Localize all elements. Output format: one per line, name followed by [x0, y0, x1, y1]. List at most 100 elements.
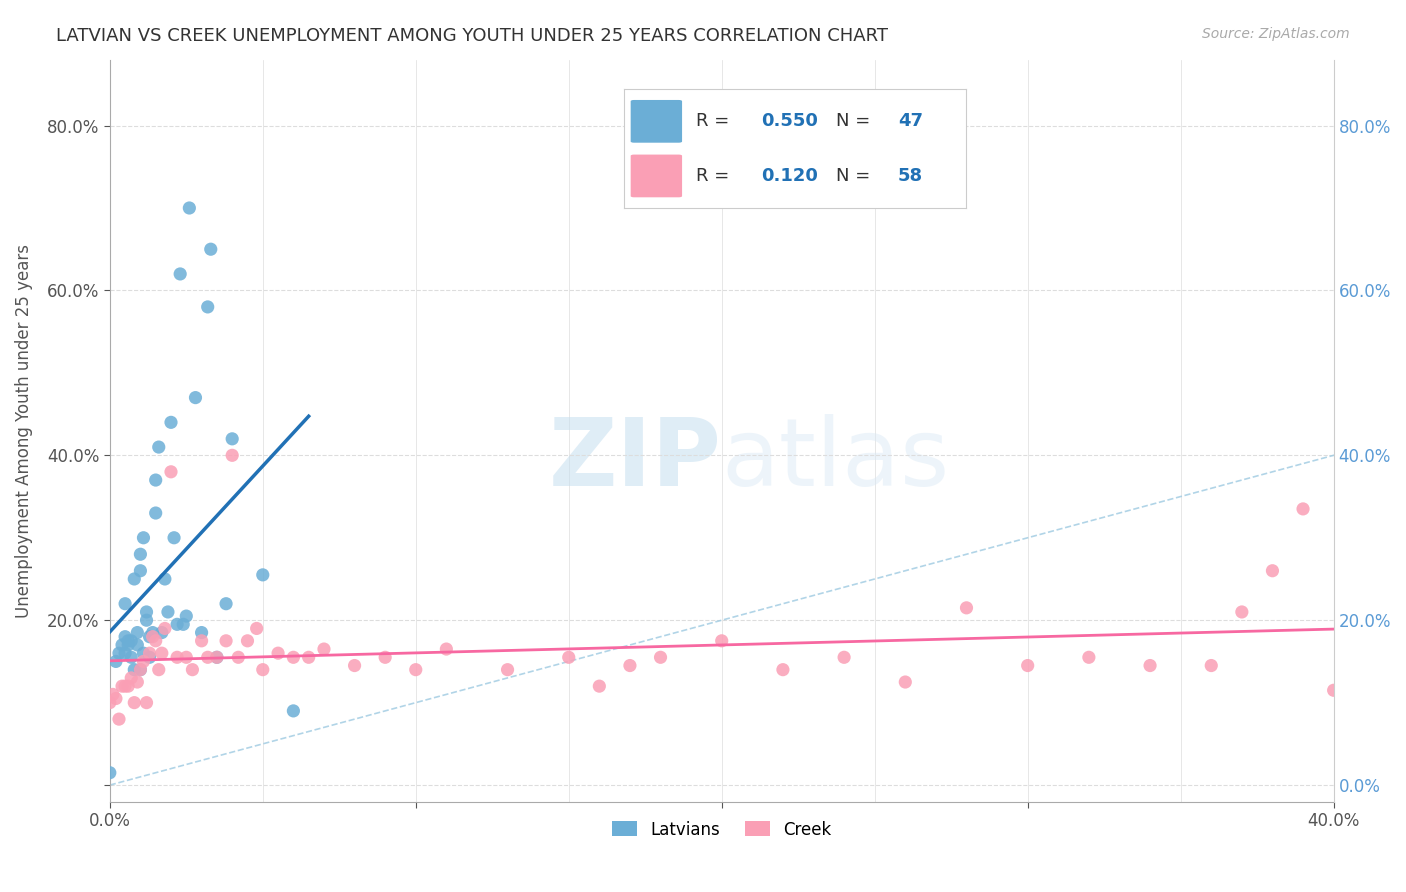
Point [160, 415, 183, 429]
Point [129, 547, 152, 561]
Point [145, 473, 167, 487]
Y-axis label: Unemployment Among Youth under 25 years: Unemployment Among Youth under 25 years [15, 244, 32, 617]
Point [138, 650, 160, 665]
Point [226, 650, 249, 665]
Point [283, 650, 305, 665]
Point [205, 650, 228, 665]
Point [142, 625, 165, 640]
Point [135, 696, 157, 710]
Point [135, 605, 157, 619]
Point [894, 675, 917, 690]
Point [619, 658, 641, 673]
Point [1261, 564, 1284, 578]
Point [111, 638, 134, 652]
Point [197, 300, 219, 314]
Point [104, 691, 127, 706]
Point [117, 638, 139, 652]
Point [312, 642, 335, 657]
Point [145, 506, 167, 520]
Point [496, 663, 519, 677]
Point [98, 765, 121, 780]
Point [150, 625, 173, 640]
Text: ZIP: ZIP [548, 414, 721, 507]
Point [104, 655, 127, 669]
Point [142, 630, 165, 644]
Point [135, 613, 157, 627]
Point [221, 432, 243, 446]
Point [246, 622, 269, 636]
Point [166, 650, 188, 665]
Point [374, 650, 396, 665]
Point [172, 617, 194, 632]
Point [156, 605, 179, 619]
Point [160, 465, 183, 479]
Point [558, 650, 581, 665]
Point [148, 663, 170, 677]
Point [129, 564, 152, 578]
Point [145, 633, 167, 648]
Point [169, 267, 191, 281]
Point [108, 646, 131, 660]
Point [166, 617, 188, 632]
Point [132, 531, 155, 545]
Point [200, 242, 222, 256]
Point [129, 663, 152, 677]
Point [832, 650, 855, 665]
Point [190, 633, 212, 648]
Point [283, 704, 305, 718]
Point [98, 696, 121, 710]
Point [710, 633, 733, 648]
Point [252, 663, 274, 677]
Point [114, 630, 136, 644]
Point [236, 633, 259, 648]
Point [129, 663, 152, 677]
Point [120, 650, 142, 665]
Point [650, 650, 672, 665]
Point [343, 658, 366, 673]
Point [434, 642, 457, 657]
Point [179, 201, 201, 215]
Point [114, 597, 136, 611]
Point [132, 646, 155, 660]
Point [120, 671, 142, 685]
Point [1230, 605, 1253, 619]
Point [150, 646, 173, 660]
Point [138, 630, 160, 644]
Point [132, 655, 155, 669]
Point [955, 600, 977, 615]
Point [127, 675, 149, 690]
Point [181, 663, 204, 677]
Point [127, 638, 149, 652]
Point [215, 633, 238, 648]
Point [114, 679, 136, 693]
Point [111, 679, 134, 693]
Legend: Latvians, Creek: Latvians, Creek [605, 814, 838, 846]
Point [108, 712, 131, 726]
Point [405, 663, 427, 677]
Point [252, 567, 274, 582]
Text: Source: ZipAtlas.com: Source: ZipAtlas.com [1202, 27, 1350, 41]
Point [148, 440, 170, 454]
Point [1292, 502, 1315, 516]
Point [176, 609, 198, 624]
Point [114, 646, 136, 660]
Point [184, 391, 207, 405]
Point [101, 687, 124, 701]
Text: atlas: atlas [721, 414, 950, 507]
Point [1077, 650, 1099, 665]
Point [221, 448, 243, 462]
Point [772, 663, 794, 677]
Point [205, 650, 228, 665]
Point [124, 572, 146, 586]
Point [197, 650, 219, 665]
Point [1199, 658, 1222, 673]
Point [298, 650, 321, 665]
Point [176, 650, 198, 665]
Point [117, 633, 139, 648]
Text: LATVIAN VS CREEK UNEMPLOYMENT AMONG YOUTH UNDER 25 YEARS CORRELATION CHART: LATVIAN VS CREEK UNEMPLOYMENT AMONG YOUT… [56, 27, 889, 45]
Point [215, 597, 238, 611]
Point [153, 622, 176, 636]
Point [1139, 658, 1161, 673]
Point [1017, 658, 1039, 673]
Point [190, 625, 212, 640]
